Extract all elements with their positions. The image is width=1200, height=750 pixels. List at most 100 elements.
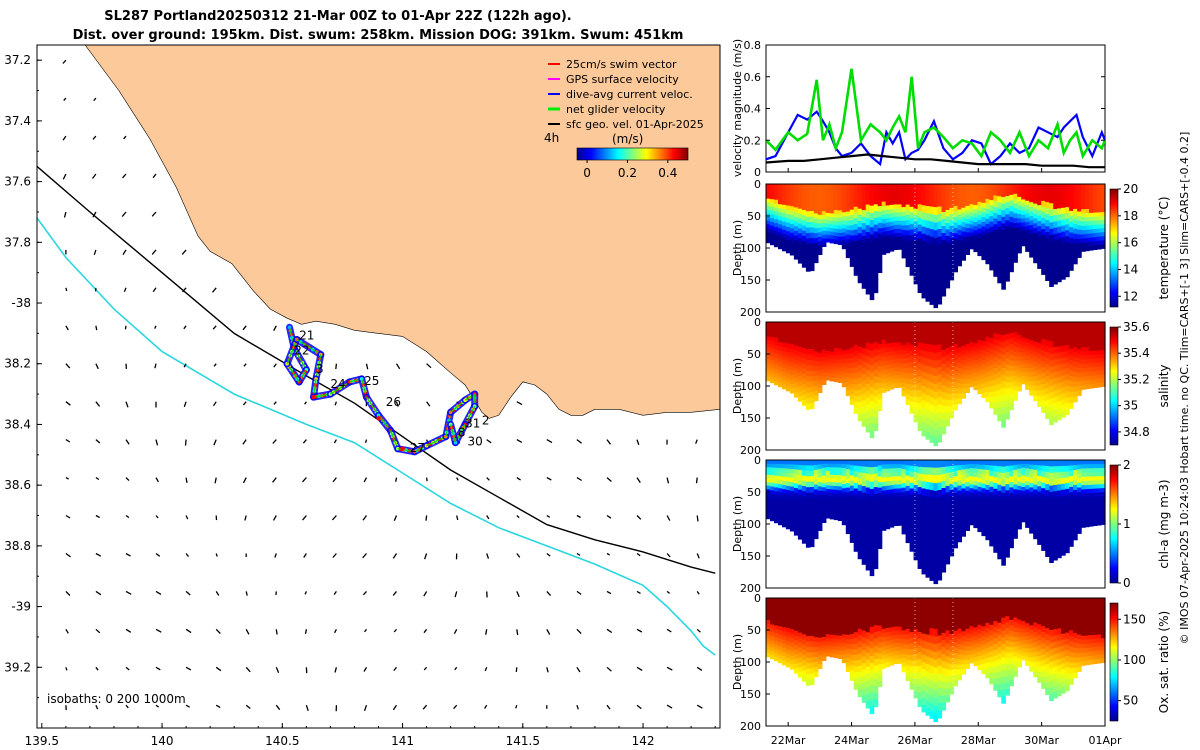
section-cell (885, 339, 891, 345)
section-cell (1001, 282, 1006, 290)
section-cell (1089, 505, 1094, 511)
section-cell (1005, 406, 1010, 414)
section-cell (997, 515, 1002, 523)
section-cell (1037, 322, 1042, 328)
section-cell (813, 380, 819, 387)
section-cell (985, 243, 990, 250)
section-cell (1053, 246, 1058, 254)
section-cell (873, 369, 879, 377)
section-cell (989, 338, 994, 345)
section-cell (789, 250, 795, 256)
section-cell (1069, 264, 1074, 271)
geo-velocity-arrow (576, 666, 581, 673)
section-cell (774, 652, 779, 658)
section-cell (1005, 346, 1010, 353)
section-cell (813, 223, 819, 229)
section-cell (921, 329, 927, 337)
section-cell (945, 550, 951, 558)
section-cell (1013, 518, 1018, 525)
section-cell (981, 526, 986, 532)
section-cell (949, 219, 955, 227)
section-cell (921, 545, 927, 554)
section-cell (969, 476, 974, 481)
section-cell (782, 656, 787, 662)
section-cell (1065, 265, 1070, 272)
section-cell (1021, 222, 1026, 227)
section-cell (1089, 371, 1094, 377)
section-cell (861, 460, 867, 468)
section-cell (778, 464, 783, 469)
section-cell (1065, 535, 1070, 542)
section-cell (801, 475, 807, 482)
section-cell (797, 662, 803, 668)
section-cell (797, 218, 803, 225)
section-cell (893, 354, 899, 360)
section-cell (1093, 192, 1098, 197)
section-cell (813, 193, 819, 200)
section-cell (877, 344, 883, 351)
section-cell (766, 598, 771, 603)
section-cell (837, 329, 843, 334)
section-cell (817, 219, 823, 225)
section-cell (829, 184, 835, 189)
section-cell (849, 485, 855, 492)
section-cell (841, 330, 847, 335)
section-cell (809, 205, 815, 212)
section-cell (1101, 240, 1106, 245)
section-cell (941, 281, 947, 290)
section-cell (889, 347, 895, 352)
section-cell (909, 494, 915, 501)
section-cell (897, 500, 903, 506)
section-cell (789, 201, 795, 207)
section-cell (1037, 491, 1042, 498)
section-cell (1097, 520, 1102, 526)
geo-velocity-arrow (392, 590, 398, 596)
section-cell (770, 340, 775, 346)
section-cell (885, 364, 891, 370)
section-cell (961, 521, 966, 528)
section-cell (853, 333, 859, 340)
geo-velocity-arrow (242, 439, 247, 445)
section-cell (1069, 530, 1074, 536)
section-cell (873, 265, 879, 273)
section-cell (925, 220, 931, 229)
section-cell (837, 199, 843, 204)
section-cell (969, 338, 974, 343)
geo-velocity-arrow (62, 59, 67, 64)
section-cell (893, 346, 899, 352)
section-cell (829, 377, 835, 382)
section-cell (833, 187, 839, 192)
section-cell (909, 356, 915, 363)
section-cell (1001, 387, 1006, 395)
section-cell (849, 358, 855, 364)
section-cell (853, 212, 859, 219)
track-speed-dot (319, 352, 323, 357)
section-cell (965, 352, 970, 358)
section-cell (969, 240, 974, 246)
section-cell (945, 386, 951, 394)
section-cell (885, 524, 891, 530)
section-cell (801, 491, 807, 497)
section-cell (793, 364, 799, 370)
section-cell (1049, 530, 1054, 538)
section-cell (797, 484, 803, 491)
section-cell (993, 368, 998, 375)
section-cell (770, 225, 775, 231)
section-cell (821, 195, 827, 201)
section-cell (1089, 334, 1094, 340)
section-cell (977, 192, 982, 198)
section-cell (785, 248, 791, 254)
section-cell (805, 403, 811, 410)
section-cell (917, 480, 923, 488)
section-cell (1033, 198, 1038, 205)
section-cell (833, 508, 839, 513)
section-cell (917, 224, 923, 232)
section-cell (821, 491, 827, 496)
section-cell (1033, 336, 1038, 343)
section-cell (925, 489, 931, 498)
section-cell (969, 472, 974, 477)
section-cell (1037, 257, 1042, 264)
section-cell (989, 465, 994, 472)
section-cell (893, 517, 899, 522)
section-cell (805, 530, 811, 537)
